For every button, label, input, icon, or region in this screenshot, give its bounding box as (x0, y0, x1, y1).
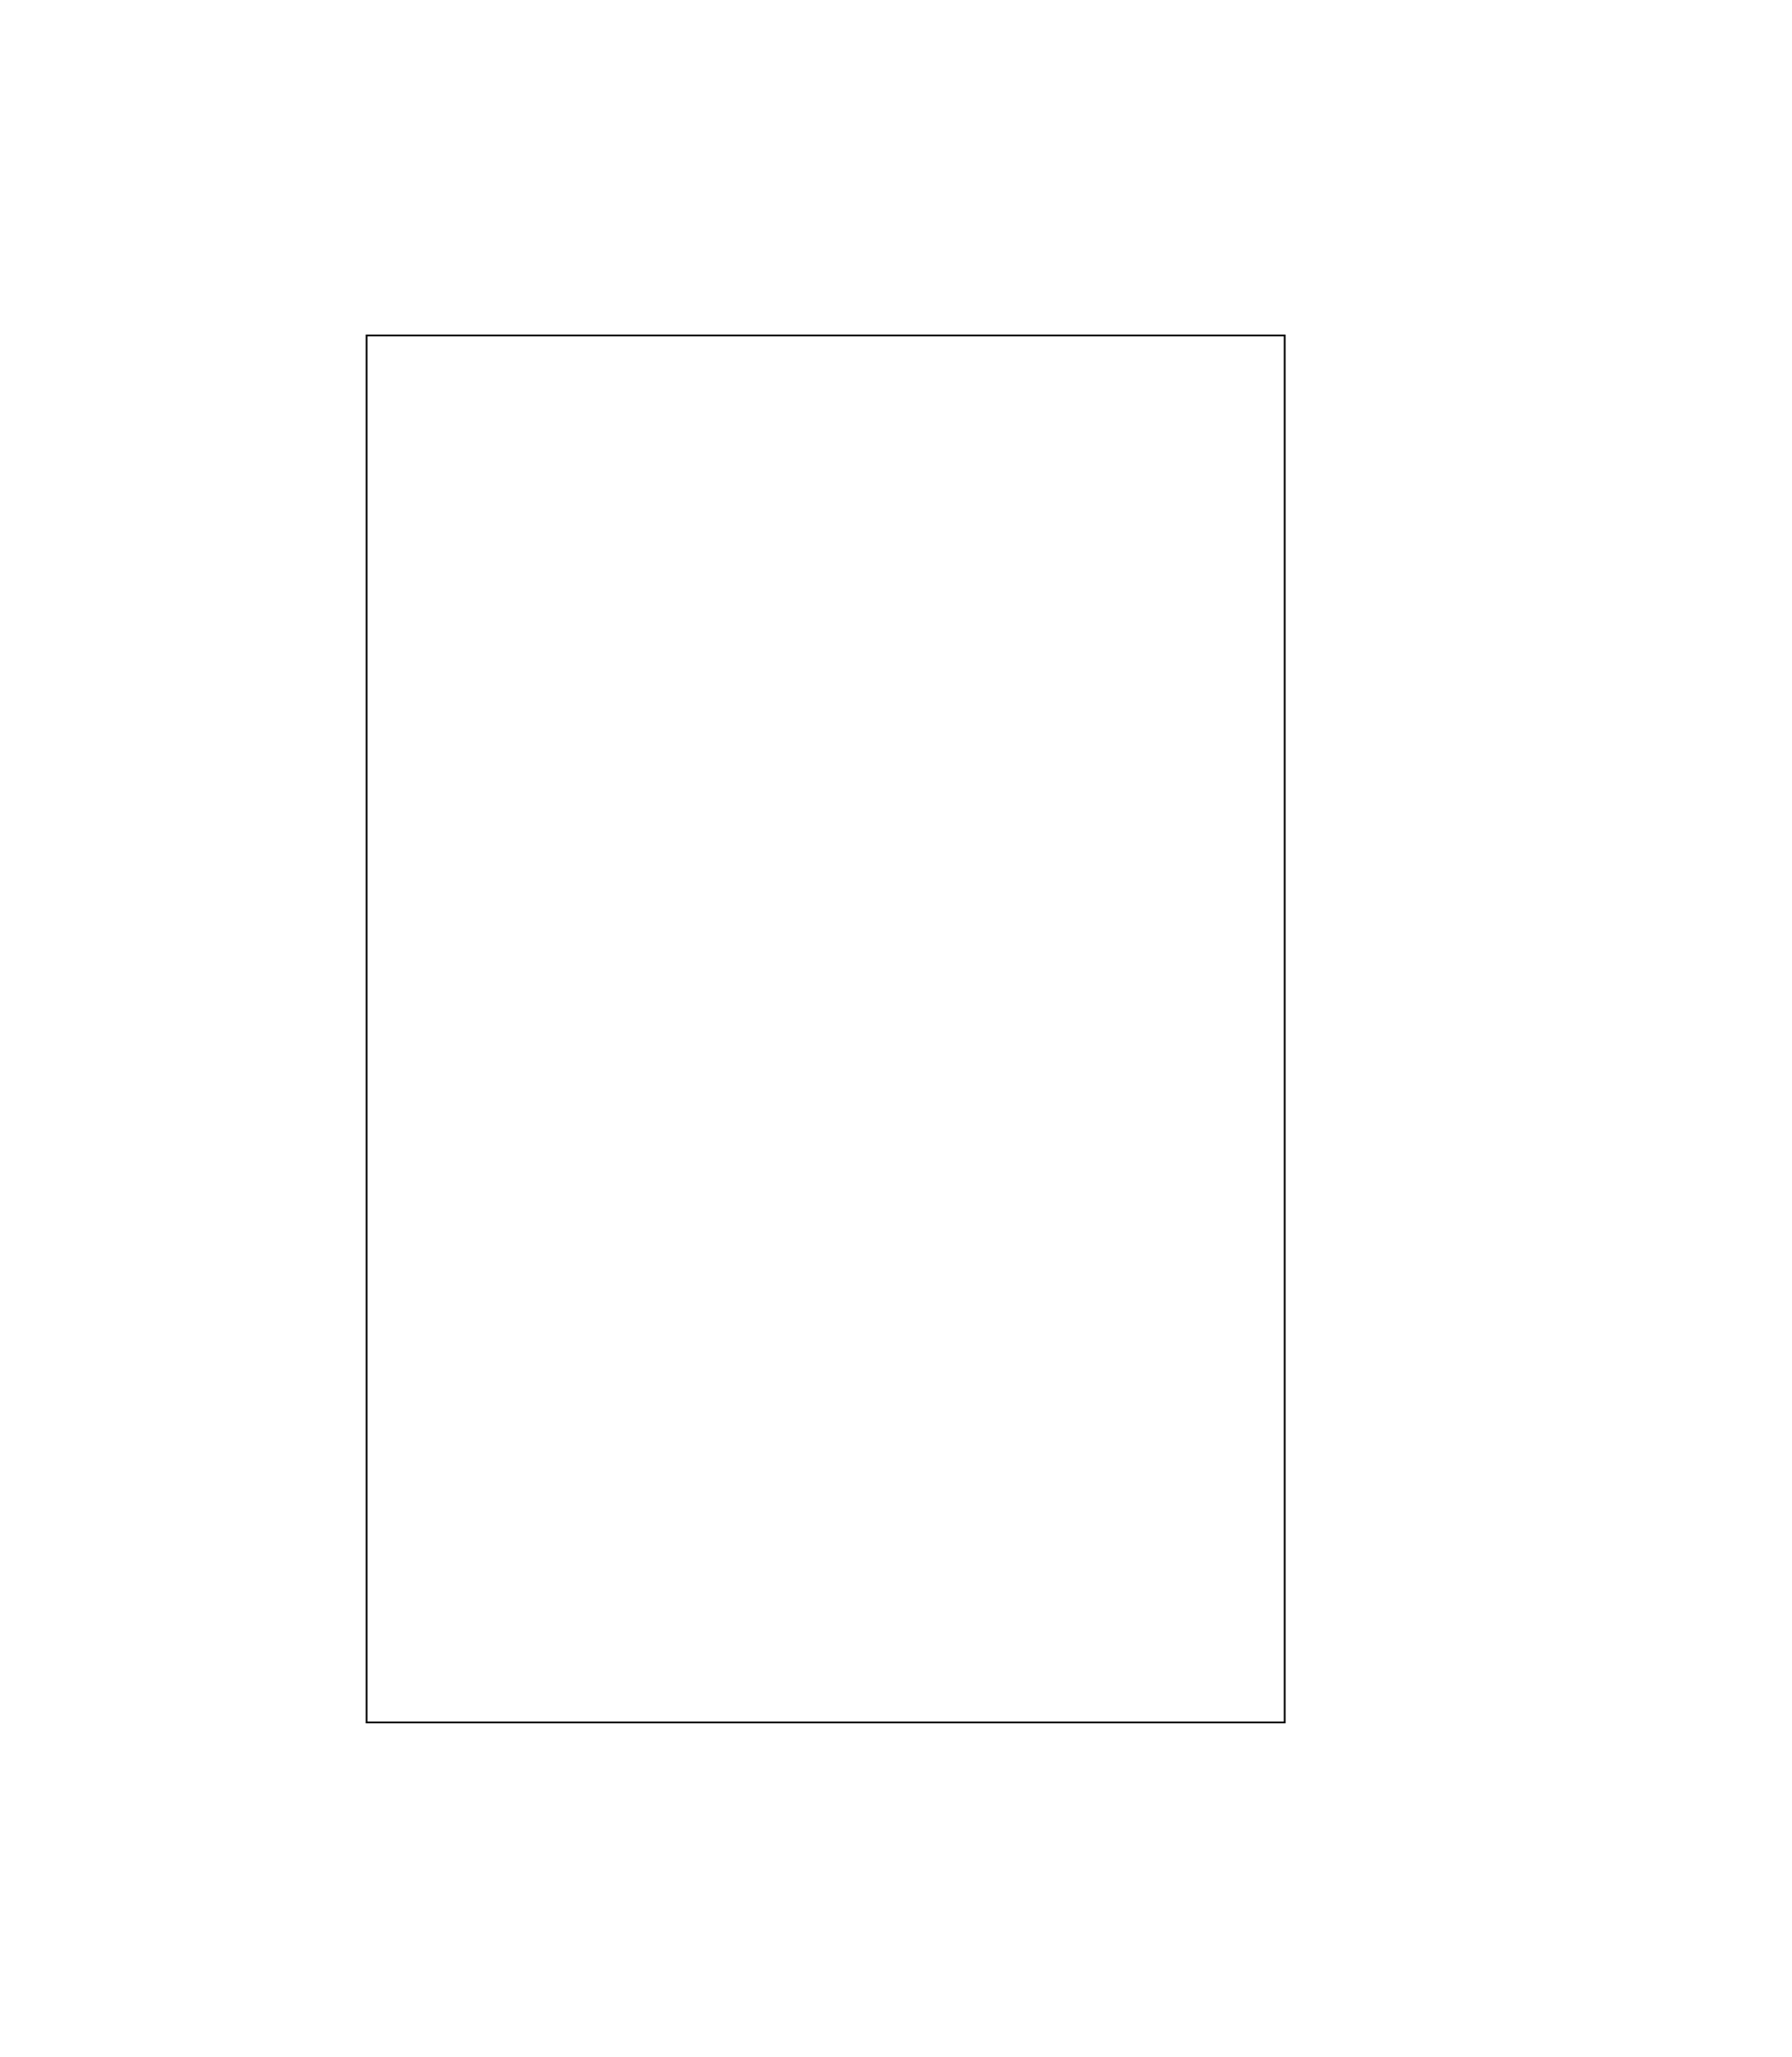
y-axis-left (389, 1631, 1220, 1722)
rotated-figure (365, 172, 1427, 1886)
xrd-chart (365, 335, 1285, 1723)
x-axis (1224, 427, 1256, 1631)
xrd-trace-svg (389, 427, 1220, 1631)
page (0, 0, 1792, 2057)
y-axis-right (389, 336, 1220, 427)
d-spacing-row (363, 427, 389, 1631)
figure-caption (1339, 262, 1391, 1795)
plot-area (389, 427, 1220, 1631)
